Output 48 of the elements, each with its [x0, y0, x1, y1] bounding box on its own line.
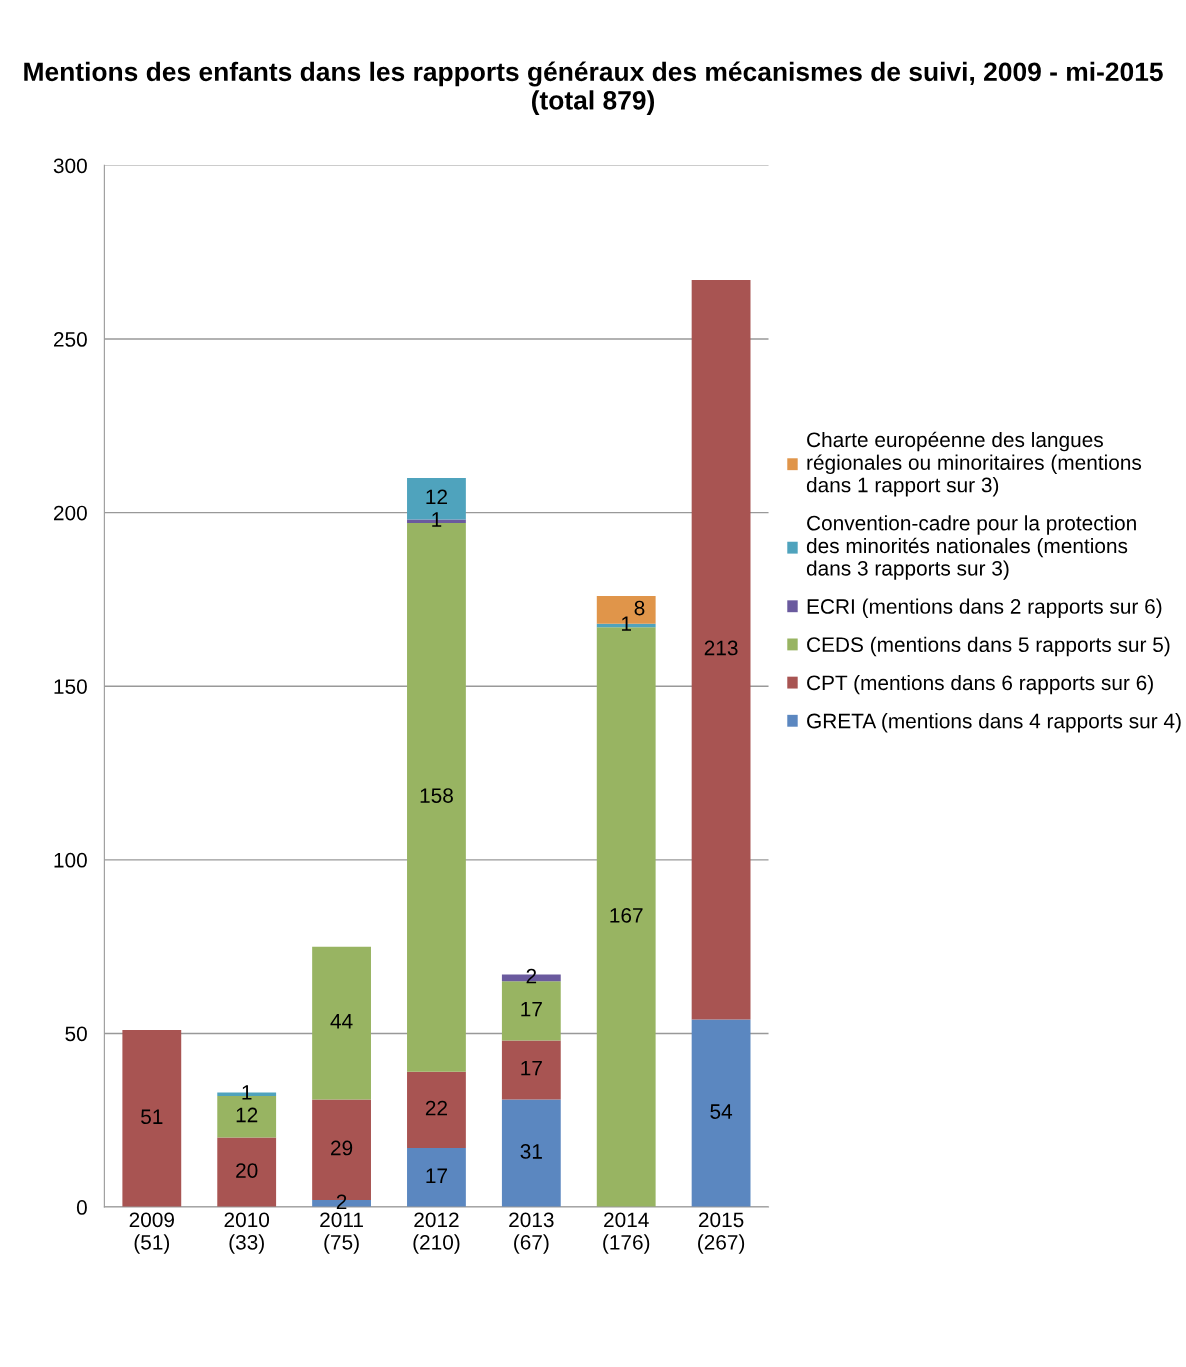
bar — [407, 1148, 466, 1208]
data-label: 1 — [242, 1085, 252, 1100]
y-tick-label: 300 — [53, 158, 87, 174]
y-tick-label: 100 — [54, 852, 87, 868]
y-tick-label: 50 — [65, 1026, 87, 1042]
x-tick-label: 2011 (75) — [320, 1212, 363, 1254]
x-tick-label: 2013 (67) — [509, 1212, 554, 1254]
x-tick-label: 2012 (210) — [413, 1212, 460, 1254]
data-label: 167 — [610, 907, 643, 923]
bar — [501, 1040, 561, 1100]
data-label: 17 — [521, 1001, 542, 1017]
data-label: 51 — [141, 1109, 163, 1125]
bar — [691, 1019, 751, 1208]
data-label: 54 — [710, 1104, 733, 1119]
data-label: 12 — [236, 1107, 258, 1123]
data-label: 20 — [236, 1163, 258, 1178]
data-label: 17 — [426, 1168, 447, 1183]
y-tick-label: 0 — [76, 1200, 87, 1215]
legend-label: CPT (mentions dans 6 rapports sur 6) — [807, 674, 1153, 695]
legend-label: GRETA (mentions dans 4 rapports sur 4) — [807, 713, 1181, 733]
legend-label: CEDS (mentions dans 5 rapports sur 5) — [807, 636, 1170, 657]
y-tick-label: 200 — [53, 505, 87, 521]
chart-title: Mentions des enfants dans les rapports généraux des mécanismes de suivi, 2009 - mi-2015 (total 879) — [24, 61, 1163, 115]
data-label: 8 — [634, 600, 645, 616]
data-label: 17 — [521, 1060, 542, 1076]
data-label: 44 — [330, 1014, 353, 1029]
data-label: 31 — [520, 1144, 542, 1159]
legend-label: Charte européenne des langues régionales ou minoritaires (mentions dans 1 rapport sur 3) — [806, 431, 1142, 497]
x-tick-label: 2009 (51) — [129, 1212, 174, 1254]
bar — [407, 1071, 466, 1149]
bar — [312, 946, 371, 1100]
legend-label: Convention-cadre pour la protection des minorités nationales (mentions dans 3 rapports sur 3) — [806, 515, 1136, 580]
data-label: 213 — [704, 640, 738, 656]
legend-label: ECRI (mentions dans 2 rapports sur 6) — [807, 598, 1162, 618]
bar — [217, 1137, 277, 1208]
bar — [122, 1029, 182, 1208]
bar — [501, 1099, 561, 1208]
data-label: 12 — [426, 489, 447, 505]
x-tick-label: 2014 (176) — [603, 1212, 650, 1254]
y-tick-label: 250 — [53, 332, 87, 347]
data-label: 158 — [420, 788, 453, 803]
data-label: 1 — [432, 512, 442, 527]
y-tick-label: 150 — [54, 679, 87, 694]
x-tick-label: 2010 (33) — [224, 1212, 270, 1254]
bar — [691, 279, 751, 1020]
data-label: 22 — [425, 1100, 447, 1116]
data-label: 29 — [331, 1140, 353, 1156]
x-tick-label: 2015 (267) — [698, 1212, 745, 1254]
